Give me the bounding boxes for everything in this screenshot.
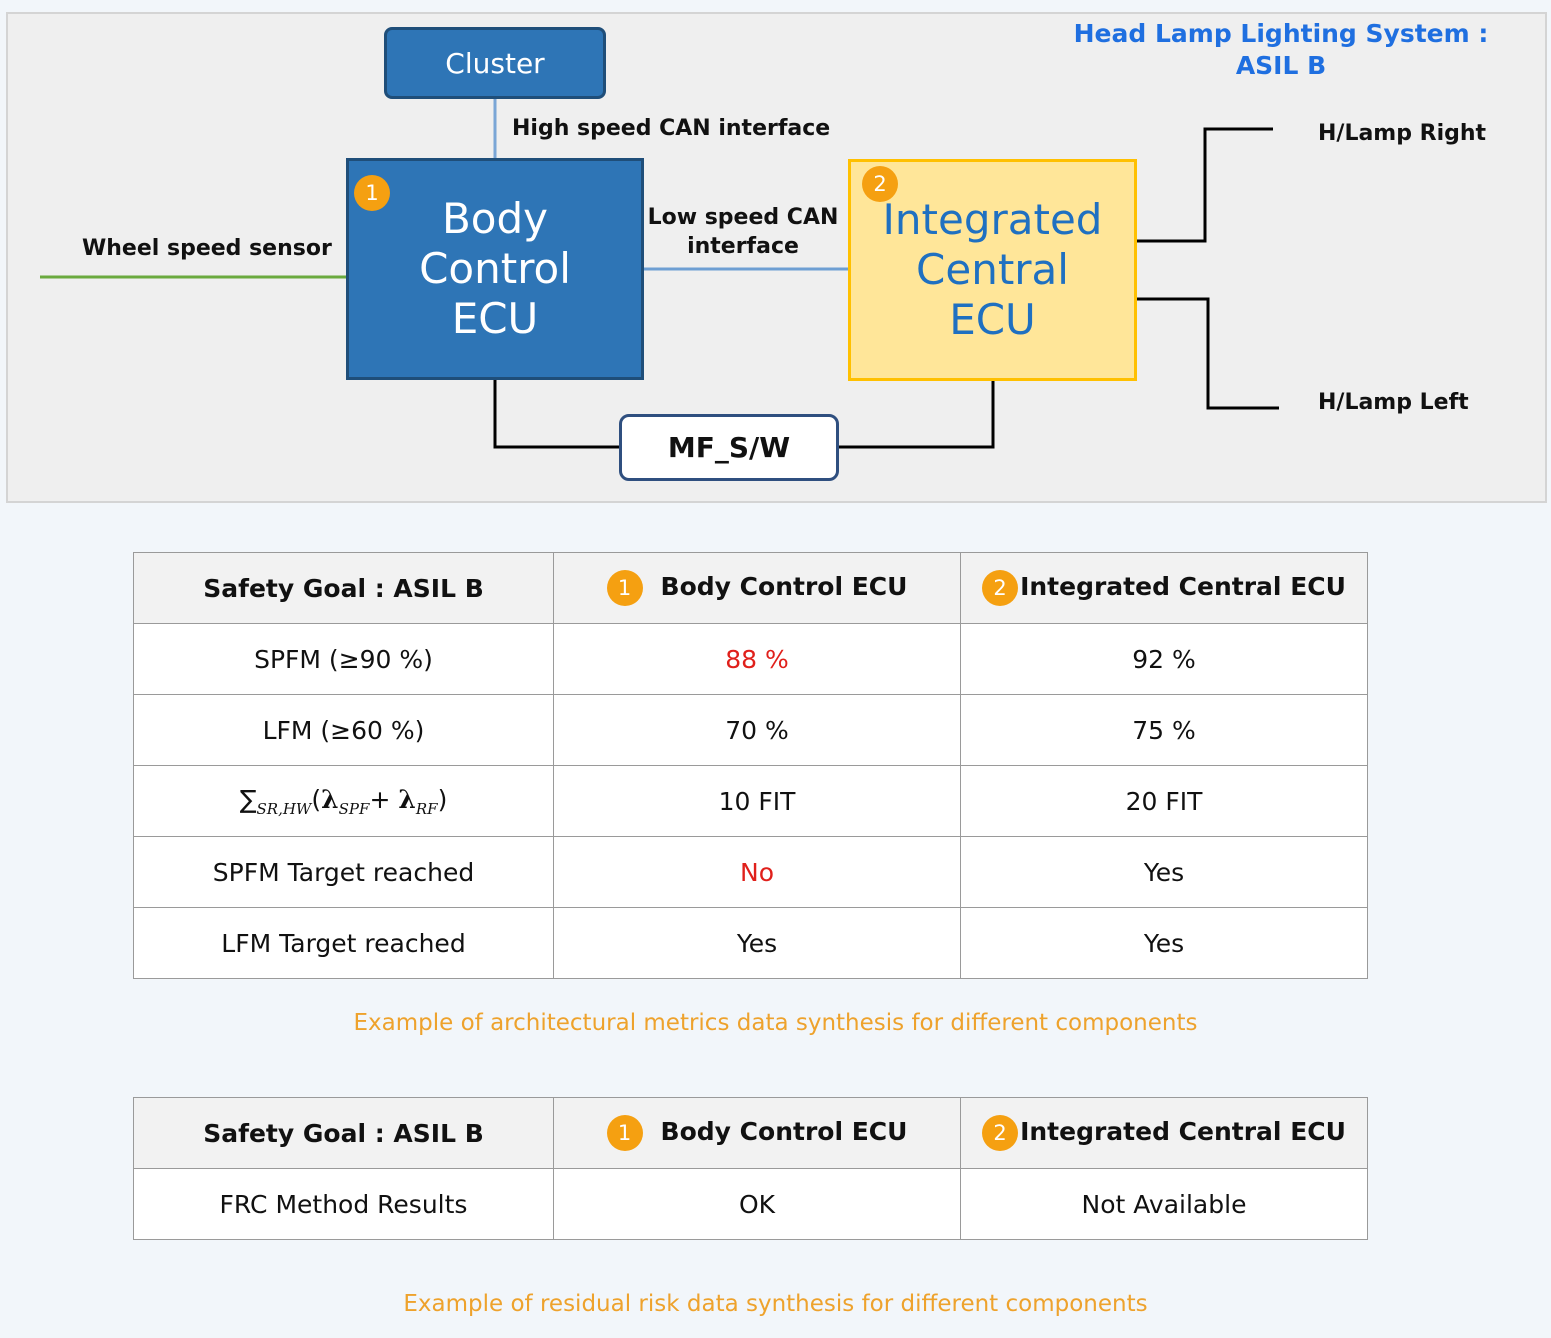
header-text: Integrated Central ECU [1020, 572, 1346, 601]
cell: FRC Method Results [133, 1168, 554, 1240]
table-caption: Example of residual risk data synthesis … [403, 1291, 1148, 1317]
formula: ∑ [239, 784, 257, 814]
mf-wire-central [839, 381, 995, 449]
header-row: Safety Goal : ASIL B 1 Body Control ECU 2… [133, 1097, 1368, 1169]
cell: LFM (≥60 %) [133, 694, 554, 766]
connectors [40, 99, 1279, 449]
badge: 1 [606, 570, 643, 606]
edge-label: H/Lamp Left [1318, 390, 1469, 415]
formula: λ [321, 784, 339, 814]
header-cell: Safety Goal : ASIL B [133, 552, 554, 624]
badge: 2 [862, 166, 898, 202]
header-cell: 1 Body Control ECU [553, 1097, 961, 1169]
formula: SR,HW [256, 799, 312, 818]
header-cell: 1 Body Control ECU [553, 552, 961, 624]
header-text: Body Control ECU [660, 572, 908, 601]
cell: 70 % [553, 694, 961, 766]
badge: 1 [606, 1115, 643, 1151]
edge-label: Low speed CAN interface [647, 205, 839, 259]
edge-label: High speed CAN interface [512, 116, 831, 141]
formula: + [369, 784, 399, 814]
formula-cell: ∑SR,HW(λSPF+ λRF) [133, 765, 554, 837]
row: LFM (≥60 %) 70 % 75 % [133, 694, 1368, 766]
row: ∑SR,HW(λSPF+ λRF) 10 FIT 20 FIT [133, 765, 1368, 837]
cell: OK [553, 1168, 961, 1240]
mf-wire-body [493, 380, 619, 449]
cell: SPFM Target reached [133, 836, 554, 908]
edge-label: H/Lamp Right [1318, 121, 1487, 146]
lamp-right-wire [1137, 127, 1273, 243]
header-text: Body Control ECU [660, 1117, 908, 1146]
header-row: Safety Goal : ASIL B 1 Body Control ECU 2… [133, 552, 1368, 624]
badge: 1 [354, 175, 390, 211]
header-text: Safety Goal : ASIL B [203, 573, 484, 603]
node-label: Body Control ECU [419, 194, 571, 343]
row: FRC Method Results OK Not Available [133, 1168, 1368, 1240]
body-ecu-node: Body Control ECU [346, 158, 644, 380]
badge: 2 [982, 1115, 1019, 1151]
cell: 10 FIT [553, 765, 961, 837]
formula: ( [311, 784, 322, 814]
cell: No [553, 836, 961, 908]
header-cell: 2 Integrated Central ECU [960, 1097, 1368, 1169]
cell: LFM Target reached [133, 907, 554, 979]
cell: Not Available [960, 1168, 1368, 1240]
residual-risk-table: Safety Goal : ASIL B 1 Body Control ECU 2… [133, 1097, 1368, 1240]
header-cell: 2 Integrated Central ECU [960, 552, 1368, 624]
row: LFM Target reached Yes Yes [133, 907, 1368, 979]
badge: 2 [982, 570, 1019, 606]
row: SPFM Target reached No Yes [133, 836, 1368, 908]
row: SPFM (≥90 %) 88 % 92 % [133, 623, 1368, 695]
mf-sw-node: MF_S/W [619, 414, 839, 481]
edge-label: Wheel speed sensor [82, 236, 332, 261]
node-label: Integrated Central ECU [882, 195, 1103, 344]
header-cell: Safety Goal : ASIL B [133, 1097, 554, 1169]
cluster-node: Cluster [384, 27, 606, 99]
formula: SPF [338, 799, 370, 818]
cell: Yes [553, 907, 961, 979]
formula: RF [415, 799, 438, 818]
cell: 88 % [553, 623, 961, 695]
header-text: Integrated Central ECU [1020, 1117, 1346, 1146]
formula: ) [437, 784, 448, 814]
lamp-left-wire [1137, 297, 1279, 410]
cell: SPFM (≥90 %) [133, 623, 554, 695]
cell: 92 % [960, 623, 1368, 695]
header-text: Safety Goal : ASIL B [203, 1118, 484, 1148]
table-caption: Example of architectural metrics data sy… [353, 1010, 1198, 1036]
cell: Yes [960, 836, 1368, 908]
cell: 75 % [960, 694, 1368, 766]
central-ecu-node: Integrated Central ECU [848, 159, 1137, 381]
diagram-title: Head Lamp Lighting System : ASIL B [1073, 19, 1489, 80]
cell: Yes [960, 907, 1368, 979]
formula: λ [398, 784, 416, 814]
metrics-table: Safety Goal : ASIL B 1 Body Control ECU 2… [133, 552, 1368, 979]
cell: 20 FIT [960, 765, 1368, 837]
